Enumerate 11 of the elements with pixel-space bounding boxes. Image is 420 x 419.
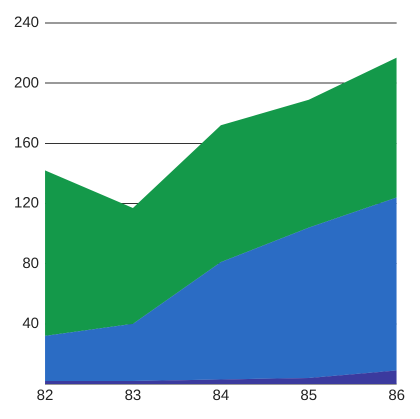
x-tick-label: 84 [212, 387, 230, 404]
x-tick-label: 82 [36, 387, 54, 404]
y-tick-label: 240 [14, 14, 40, 32]
x-tick-label: 83 [124, 387, 142, 404]
x-tick-label: 86 [388, 387, 405, 404]
y-tick-label: 80 [22, 254, 40, 272]
y-tick-label: 120 [14, 194, 40, 212]
y-tick-label: 200 [14, 74, 40, 92]
y-tick-label: 40 [22, 314, 40, 332]
x-tick-label: 85 [300, 387, 318, 404]
y-tick-label: 160 [14, 134, 40, 152]
